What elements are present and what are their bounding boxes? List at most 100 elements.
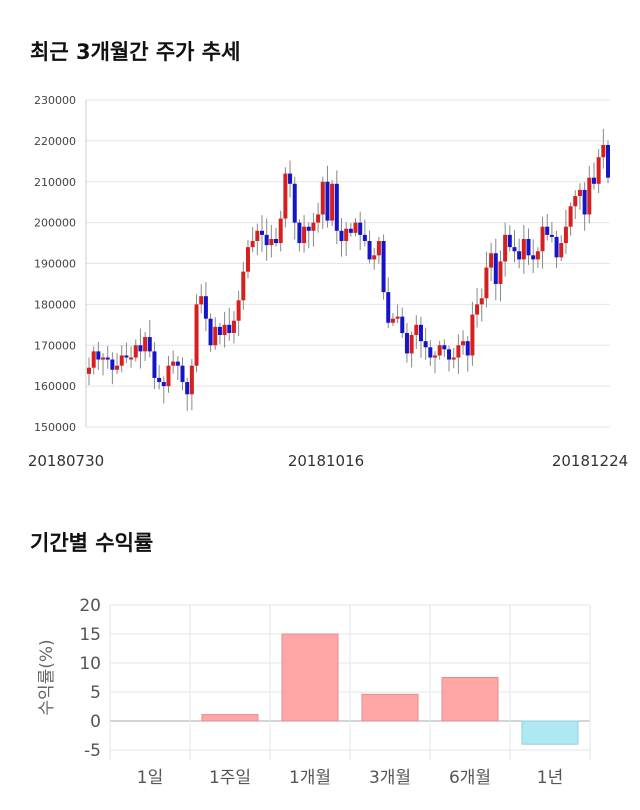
candle-body <box>110 359 115 370</box>
candle-body <box>591 177 596 184</box>
candle-body <box>180 365 185 383</box>
candle-body <box>428 347 433 358</box>
candle-body <box>344 228 349 242</box>
candle-body <box>348 228 353 233</box>
candle-body <box>278 218 283 244</box>
y-tick-label: 220000 <box>34 135 76 148</box>
candle-body <box>563 226 568 244</box>
candle-body <box>250 241 255 248</box>
y-tick-label: 150000 <box>34 421 76 434</box>
x-tick-label: 1년 <box>537 768 563 788</box>
candle-body <box>325 181 330 221</box>
candle-body <box>260 230 264 235</box>
y-tick-label: 170000 <box>34 339 76 352</box>
x-tick-label: 1일 <box>137 768 163 788</box>
x-tick-label: 1개월 <box>289 768 331 788</box>
candle-body <box>208 318 213 346</box>
candle-body <box>119 355 124 366</box>
candle-body <box>493 253 498 284</box>
candle-body <box>479 298 484 305</box>
candle-body <box>418 324 423 342</box>
candle-body <box>456 345 461 358</box>
candle-body <box>222 324 227 336</box>
candle-body <box>105 357 110 360</box>
y-tick-label: 230000 <box>34 94 76 107</box>
candle-body <box>115 365 120 370</box>
candle-body <box>596 157 601 184</box>
x-tick-label: 20181016 <box>288 452 364 470</box>
candle-body <box>503 234 508 262</box>
candle-body <box>606 144 610 178</box>
candle-body <box>484 267 489 299</box>
candle-body <box>185 382 190 395</box>
candle-body <box>236 300 241 321</box>
return-bar <box>201 714 259 722</box>
candle-body <box>372 255 377 260</box>
candle-body <box>601 144 606 158</box>
candle-body <box>157 377 162 383</box>
candle-body <box>554 236 559 258</box>
candle-body <box>587 177 592 215</box>
candle-body <box>362 234 367 242</box>
y-tick-label: 5 <box>90 683 101 703</box>
y-tick-label: 0 <box>90 712 101 732</box>
candle-body <box>311 222 316 231</box>
candle-body <box>143 337 148 352</box>
candle-body <box>101 357 106 360</box>
y-tick-label: 180000 <box>34 298 76 311</box>
candle-body <box>255 230 260 242</box>
candle-body <box>559 243 564 258</box>
candle-body <box>367 241 372 260</box>
candle-body <box>461 341 466 346</box>
candle-body <box>316 214 321 223</box>
x-tick-label: 20180730 <box>28 452 104 470</box>
candle-body <box>447 349 452 360</box>
candle-body <box>306 226 311 231</box>
candle-body <box>549 234 554 237</box>
candle-body <box>274 238 279 244</box>
candle-body <box>526 238 531 256</box>
candle-body <box>283 173 288 219</box>
candle-body <box>91 351 96 368</box>
candle-body <box>292 183 297 223</box>
y-tick-label: 10 <box>79 654 101 674</box>
candle-body <box>400 316 405 333</box>
candle-body <box>330 183 335 221</box>
x-tick-label: 3개월 <box>369 768 411 788</box>
y-tick-label: 15 <box>79 625 101 645</box>
candle-body <box>199 296 204 305</box>
period-returns-title: 기간별 수익률 <box>30 531 154 555</box>
y-tick-label: 160000 <box>34 380 76 393</box>
candle-body <box>475 304 480 315</box>
candle-body <box>213 326 218 346</box>
candle-body <box>381 241 386 293</box>
candle-body <box>451 357 456 360</box>
candle-body <box>161 382 166 387</box>
candle-body <box>376 241 381 256</box>
price-candlestick-chart: 150000 160000 170000 180000 190000 200000 2100… <box>28 94 628 470</box>
candle-body <box>241 271 246 301</box>
candle-body <box>194 304 199 366</box>
candle-body <box>395 316 400 319</box>
candle-body <box>414 324 419 336</box>
candle-body <box>517 251 522 260</box>
candle-body <box>470 314 475 356</box>
candle-body <box>133 345 138 358</box>
candle-body <box>390 318 395 323</box>
candle-body <box>339 230 344 242</box>
candle-body <box>147 337 152 352</box>
candle-body <box>512 247 517 252</box>
y-axis-label: 수익률(%) <box>37 639 57 715</box>
price-trend-title: 최근 3개월간 주가 추세 <box>30 40 241 64</box>
candle-body <box>217 326 222 336</box>
candle-body <box>175 361 180 366</box>
candle-body <box>386 292 391 323</box>
candle-body <box>96 351 101 360</box>
candle-body <box>269 238 274 246</box>
candle-body <box>545 226 550 235</box>
candle-body <box>264 234 269 246</box>
candle-body <box>203 296 208 319</box>
x-tick-label: 1주일 <box>209 768 251 788</box>
x-tick-label: 6개월 <box>449 768 491 788</box>
candle-body <box>334 183 339 231</box>
